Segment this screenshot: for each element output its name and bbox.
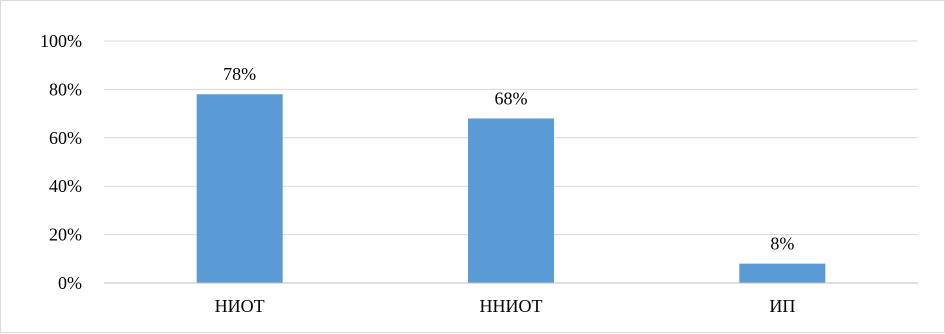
bar-2	[468, 118, 554, 283]
bars	[196, 94, 826, 284]
bar-1	[196, 94, 283, 284]
category-label: ИП	[769, 296, 795, 316]
y-tick-label: 40%	[49, 176, 82, 196]
y-tick-label: 0%	[58, 273, 82, 293]
y-tick-label: 100%	[40, 31, 82, 51]
data-label: 78%	[223, 64, 256, 84]
x-axis-category-labels: НИОТ ННИОТ ИП	[215, 296, 796, 316]
y-tick-label: 60%	[49, 128, 82, 148]
y-tick-label: 80%	[49, 79, 82, 99]
data-labels: 78% 68% 8%	[223, 64, 794, 253]
category-label: ННИОТ	[480, 296, 543, 316]
y-tick-label: 20%	[49, 225, 82, 245]
data-label: 68%	[495, 88, 528, 108]
y-axis-tick-labels: 0% 20% 40% 60% 80% 100%	[40, 31, 82, 293]
data-label: 8%	[770, 234, 794, 254]
category-label: НИОТ	[215, 296, 265, 316]
bar-3	[739, 263, 826, 283]
